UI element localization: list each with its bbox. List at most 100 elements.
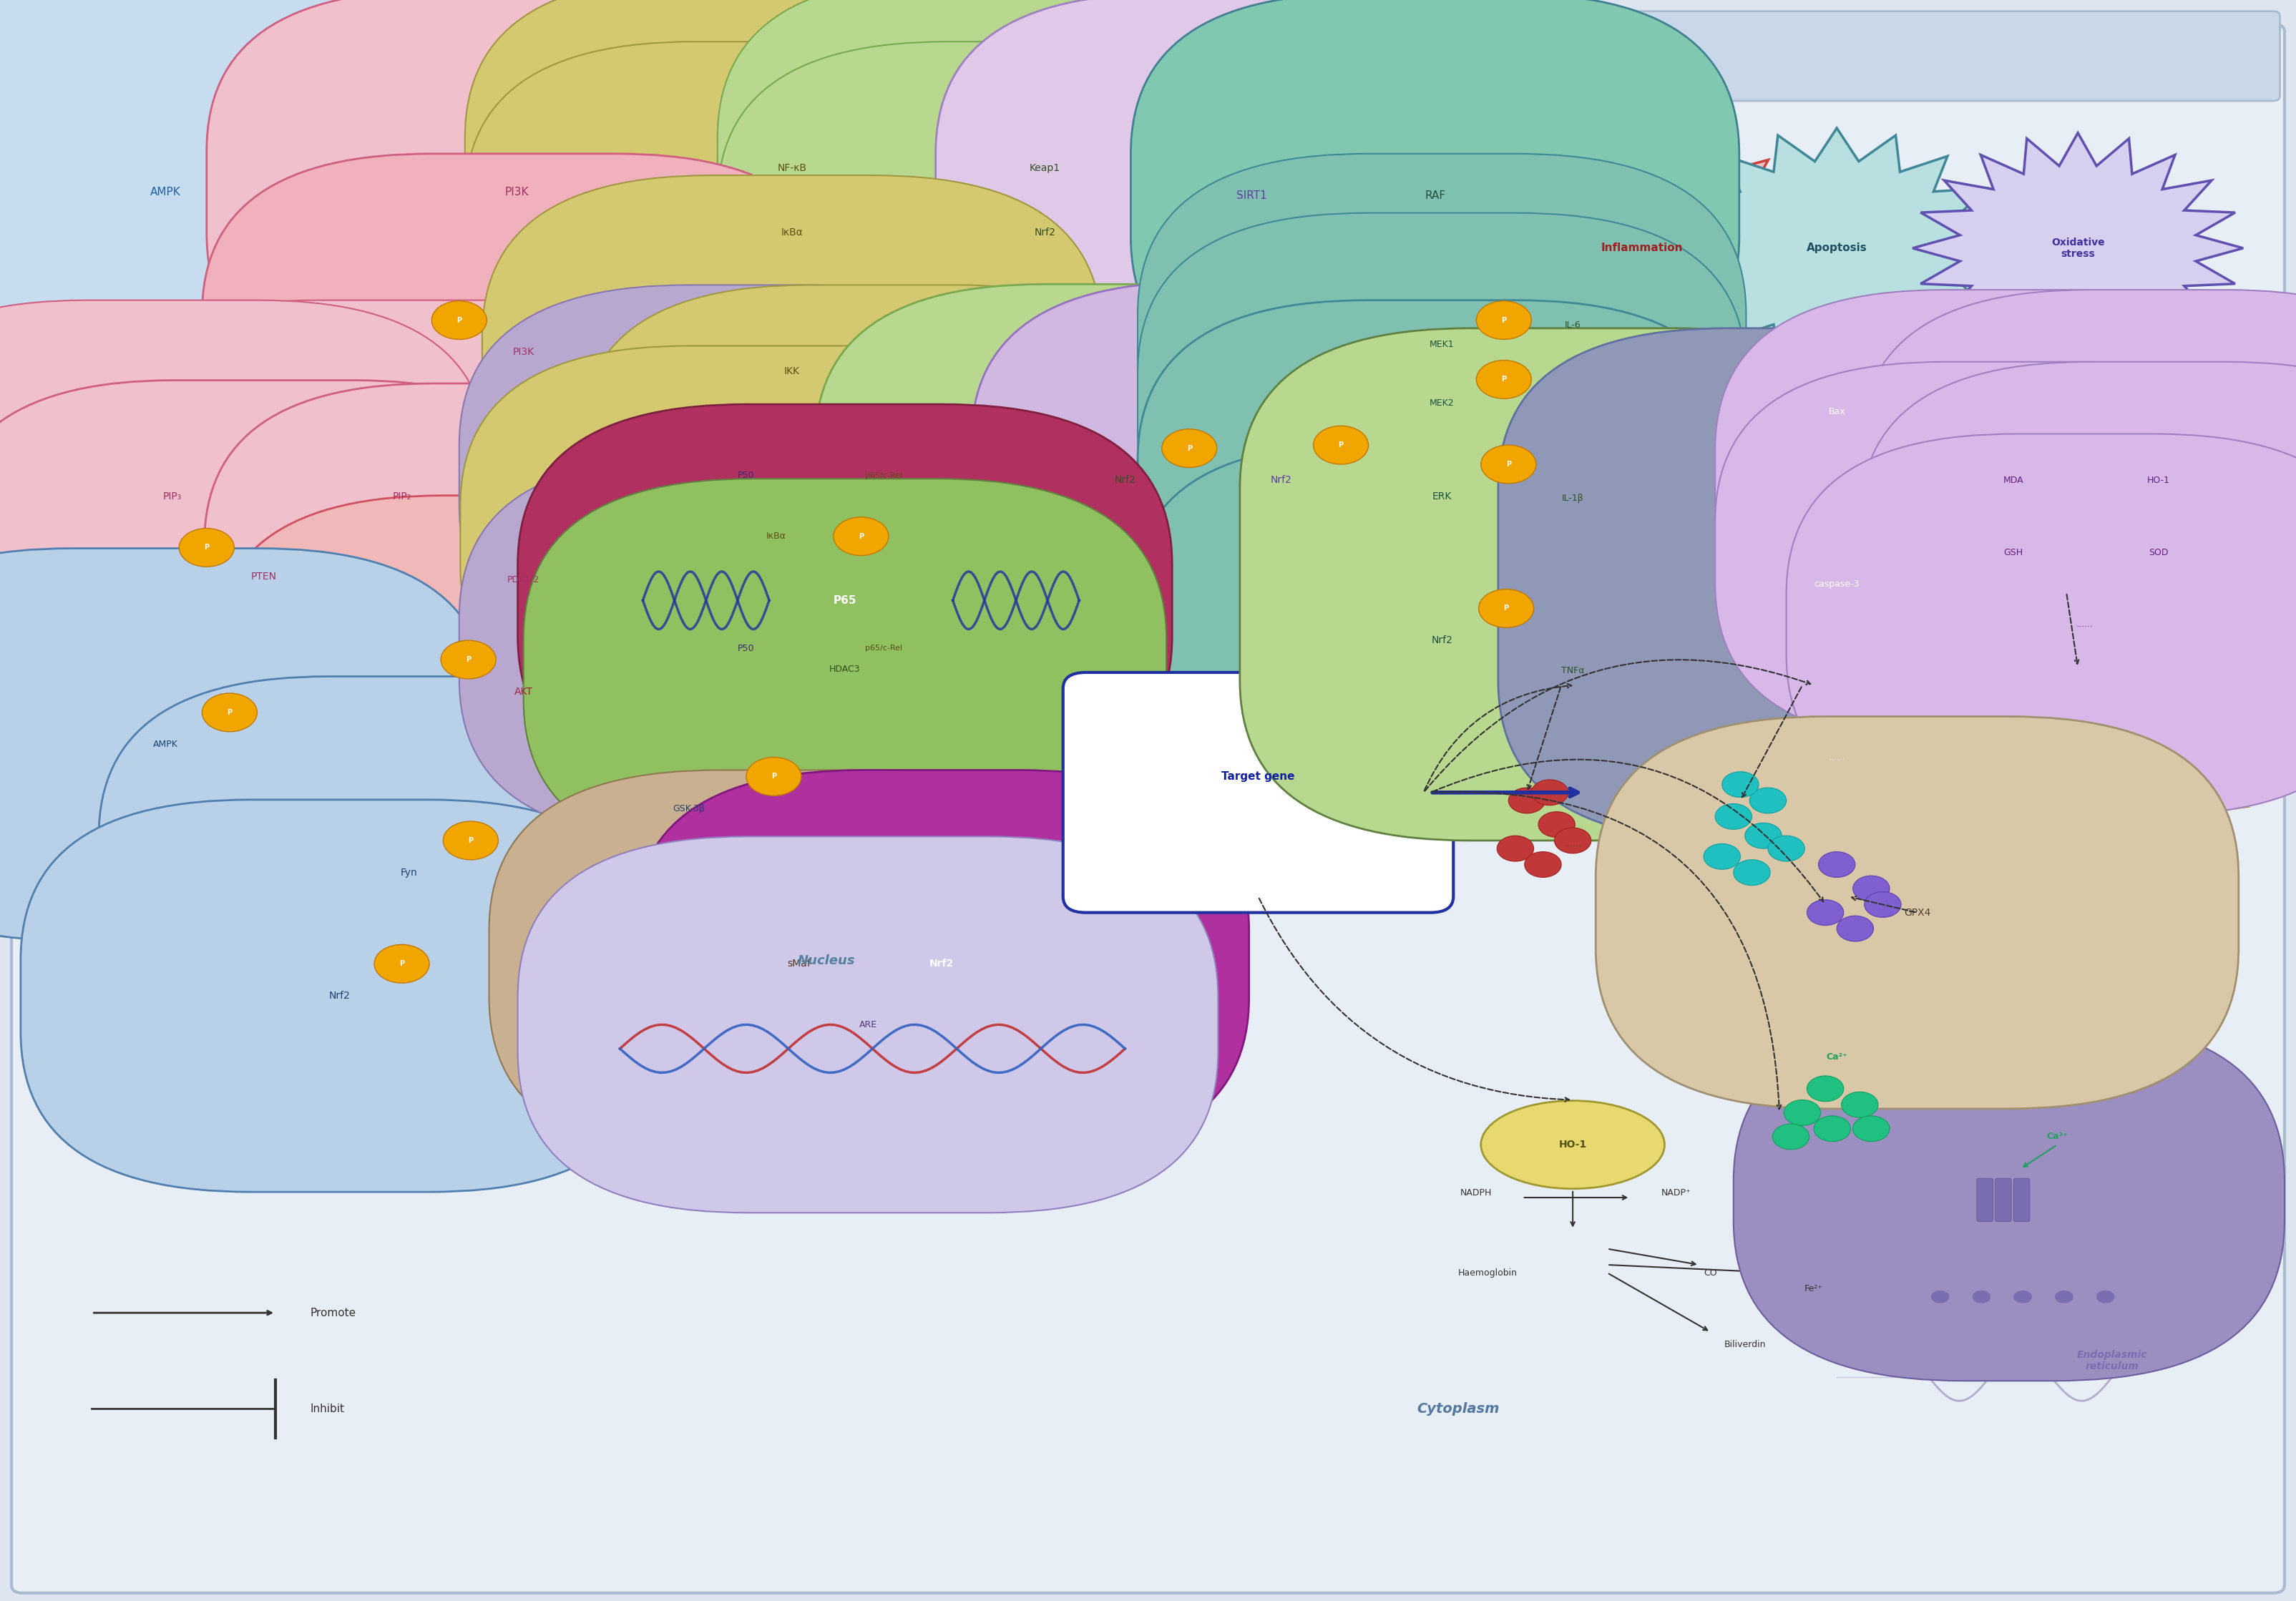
Polygon shape bbox=[1463, 123, 1821, 373]
Circle shape bbox=[1481, 445, 1536, 484]
Text: HO-1: HO-1 bbox=[1559, 1140, 1587, 1150]
FancyBboxPatch shape bbox=[1977, 1178, 1993, 1222]
Circle shape bbox=[1313, 426, 1368, 464]
Text: SIRT1: SIRT1 bbox=[1235, 191, 1267, 200]
Circle shape bbox=[374, 945, 429, 983]
Polygon shape bbox=[1970, 685, 2245, 884]
FancyBboxPatch shape bbox=[16, 11, 2280, 101]
Text: Fyn: Fyn bbox=[400, 868, 418, 877]
Text: p65/c-Rel: p65/c-Rel bbox=[866, 472, 902, 479]
Circle shape bbox=[443, 821, 498, 860]
FancyBboxPatch shape bbox=[0, 0, 491, 394]
FancyBboxPatch shape bbox=[0, 301, 487, 692]
Text: P: P bbox=[400, 961, 404, 967]
Text: MEK2: MEK2 bbox=[1430, 399, 1453, 408]
Text: ......: ...... bbox=[2076, 620, 2094, 629]
Text: ARE: ARE bbox=[859, 1020, 877, 1029]
FancyBboxPatch shape bbox=[464, 0, 1120, 359]
Text: ERK: ERK bbox=[1433, 492, 1451, 501]
FancyBboxPatch shape bbox=[21, 800, 659, 1191]
Text: PI3K: PI3K bbox=[505, 187, 528, 197]
Text: Ca²⁺: Ca²⁺ bbox=[1825, 1052, 1848, 1061]
Text: PI3K: PI3K bbox=[512, 347, 535, 357]
FancyBboxPatch shape bbox=[519, 403, 1173, 797]
Ellipse shape bbox=[1837, 752, 2112, 1105]
Text: AKT: AKT bbox=[514, 687, 533, 696]
FancyBboxPatch shape bbox=[1063, 672, 1453, 913]
Text: Oxidative
stress: Oxidative stress bbox=[2050, 237, 2105, 259]
FancyBboxPatch shape bbox=[204, 383, 843, 775]
Circle shape bbox=[1554, 828, 1591, 853]
Text: Nrf2: Nrf2 bbox=[1430, 636, 1453, 645]
Circle shape bbox=[1531, 780, 1568, 805]
Ellipse shape bbox=[448, 256, 1205, 1041]
FancyBboxPatch shape bbox=[974, 295, 1056, 323]
Text: Nrf2: Nrf2 bbox=[1033, 227, 1056, 237]
Text: Nrf2: Nrf2 bbox=[1270, 475, 1293, 485]
Circle shape bbox=[1773, 1124, 1809, 1150]
FancyBboxPatch shape bbox=[202, 154, 845, 551]
FancyBboxPatch shape bbox=[595, 973, 677, 1002]
Text: P50: P50 bbox=[737, 644, 755, 653]
Text: PDK1/2: PDK1/2 bbox=[507, 575, 540, 584]
FancyBboxPatch shape bbox=[597, 295, 680, 323]
Text: IκBα: IκBα bbox=[781, 227, 804, 237]
FancyBboxPatch shape bbox=[0, 379, 583, 772]
FancyBboxPatch shape bbox=[581, 285, 1189, 666]
FancyBboxPatch shape bbox=[461, 346, 1093, 727]
Text: AMPK: AMPK bbox=[154, 740, 177, 749]
Circle shape bbox=[1715, 804, 1752, 829]
Circle shape bbox=[441, 640, 496, 679]
Circle shape bbox=[1768, 836, 1805, 861]
Circle shape bbox=[1807, 900, 1844, 925]
Circle shape bbox=[1162, 429, 1217, 467]
FancyBboxPatch shape bbox=[716, 42, 1371, 423]
Circle shape bbox=[1525, 852, 1561, 877]
Text: Promote: Promote bbox=[310, 1308, 356, 1318]
Circle shape bbox=[1841, 1092, 1878, 1117]
Circle shape bbox=[746, 757, 801, 796]
Circle shape bbox=[1818, 852, 1855, 877]
Text: caspase-3: caspase-3 bbox=[1814, 580, 1860, 589]
FancyBboxPatch shape bbox=[482, 175, 1102, 567]
Text: Ferroptosis: Ferroptosis bbox=[2076, 780, 2140, 789]
Text: Apoptosis: Apoptosis bbox=[1807, 243, 1867, 253]
Circle shape bbox=[1814, 1116, 1851, 1142]
Text: SOD: SOD bbox=[2149, 548, 2167, 557]
FancyBboxPatch shape bbox=[1733, 1021, 2285, 1380]
Circle shape bbox=[1508, 788, 1545, 813]
Text: HO-1: HO-1 bbox=[2147, 475, 2170, 485]
Text: P: P bbox=[227, 709, 232, 716]
FancyBboxPatch shape bbox=[974, 973, 1056, 1002]
FancyBboxPatch shape bbox=[716, 0, 1371, 359]
Text: P: P bbox=[771, 773, 776, 780]
FancyBboxPatch shape bbox=[464, 42, 1120, 423]
Text: Nrf2: Nrf2 bbox=[930, 959, 953, 969]
Text: IκBα: IκBα bbox=[767, 532, 785, 541]
Text: Keap1: Keap1 bbox=[1029, 163, 1061, 173]
FancyBboxPatch shape bbox=[971, 282, 1591, 679]
FancyBboxPatch shape bbox=[523, 479, 1166, 860]
Circle shape bbox=[1853, 876, 1890, 901]
Text: P: P bbox=[1502, 317, 1506, 323]
Text: Endoplasmic
reticulum: Endoplasmic reticulum bbox=[2078, 1350, 2147, 1372]
FancyBboxPatch shape bbox=[1596, 717, 2239, 1108]
Circle shape bbox=[432, 301, 487, 339]
FancyBboxPatch shape bbox=[0, 548, 489, 940]
Text: IL-1β: IL-1β bbox=[1561, 493, 1584, 503]
Circle shape bbox=[1476, 301, 1531, 339]
Text: Cytoplasm: Cytoplasm bbox=[1417, 1402, 1499, 1415]
Text: Haemoglobin: Haemoglobin bbox=[1458, 1268, 1518, 1278]
Circle shape bbox=[202, 693, 257, 732]
FancyBboxPatch shape bbox=[1860, 362, 2296, 743]
Circle shape bbox=[1750, 788, 1786, 813]
FancyBboxPatch shape bbox=[1995, 1178, 2011, 1222]
Text: P: P bbox=[468, 837, 473, 844]
Text: Bax: Bax bbox=[1828, 407, 1846, 416]
Text: Inhibit: Inhibit bbox=[310, 1404, 344, 1414]
Text: GSK-3β: GSK-3β bbox=[673, 804, 705, 813]
Text: PIP₃: PIP₃ bbox=[163, 492, 181, 501]
Text: MDA: MDA bbox=[2004, 475, 2023, 485]
Text: IL-6: IL-6 bbox=[1564, 320, 1582, 330]
FancyBboxPatch shape bbox=[1114, 439, 1196, 467]
